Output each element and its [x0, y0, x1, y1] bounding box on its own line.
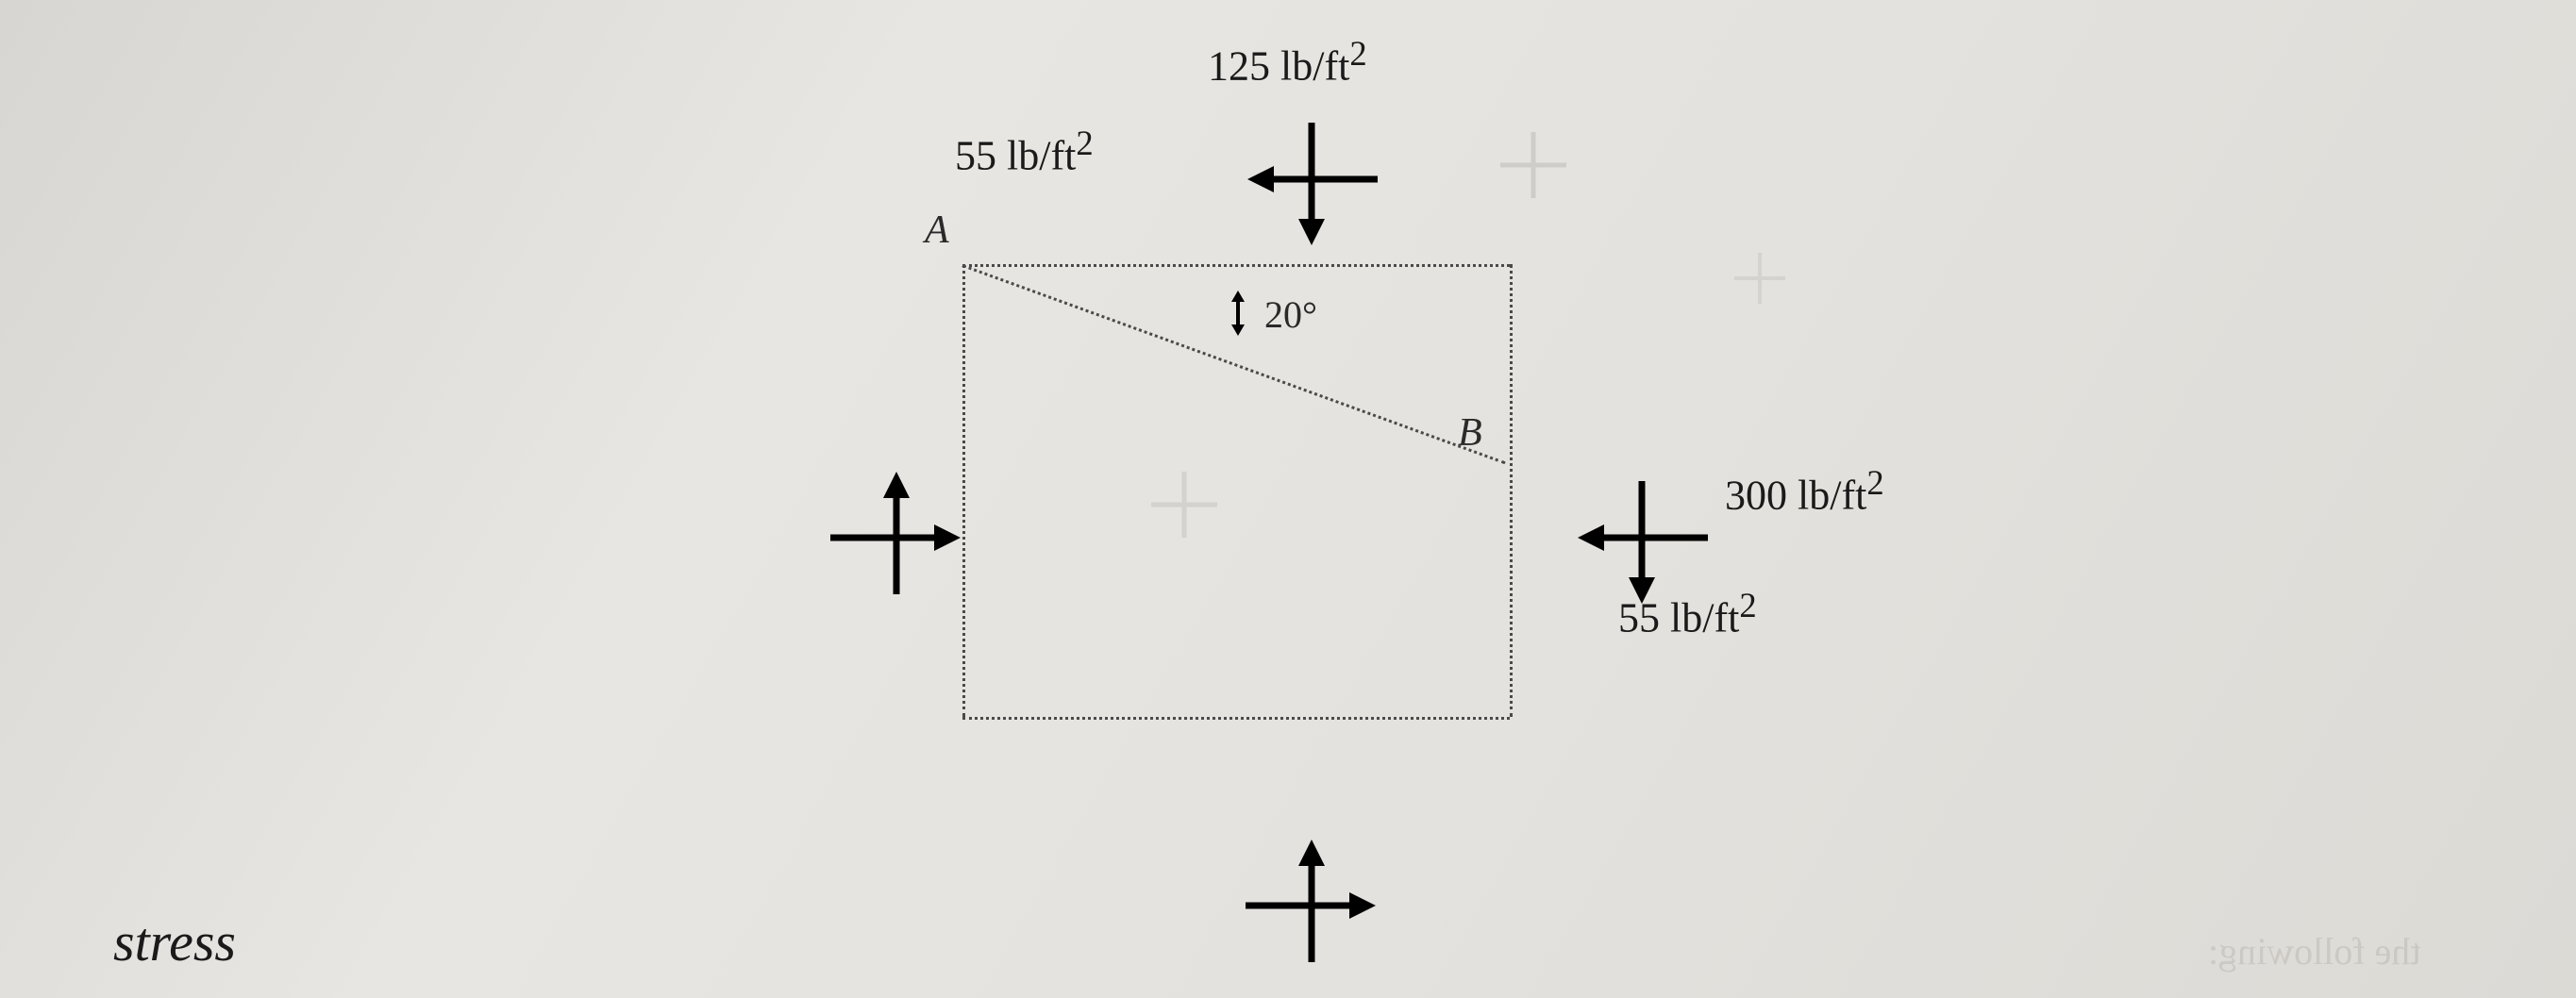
top-normal-sup: 2 [1349, 34, 1366, 73]
right-arrow-cross-icon [1566, 462, 1717, 613]
stress-element-diagram: A B 20° [962, 264, 1670, 792]
top-arrow-cross-icon [1236, 104, 1387, 255]
top-normal-value: 125 lb/ft [1208, 43, 1349, 90]
right-normal-value: 300 lb/ft [1725, 473, 1866, 519]
square-right-edge [1510, 264, 1513, 717]
bottom-arrow-cross-icon [1236, 830, 1387, 981]
square-bottom-edge [962, 717, 1510, 720]
point-a-label: A [925, 208, 949, 253]
right-normal-sup: 2 [1866, 463, 1883, 502]
top-shear-stress-label: 55 lb/ft2 [955, 123, 1094, 180]
right-shear-sup: 2 [1739, 586, 1756, 624]
square-top-edge [962, 264, 1510, 267]
handwritten-note: stress [113, 910, 236, 973]
point-b-label: B [1458, 410, 1482, 456]
top-shear-sup: 2 [1076, 124, 1093, 162]
angle-indicator-icon [1222, 291, 1254, 341]
angle-label: 20° [1264, 292, 1317, 337]
top-shear-value: 55 lb/ft [955, 133, 1076, 179]
faint-cross-3-icon [1727, 245, 1793, 311]
faint-cross-2-icon [1142, 462, 1227, 547]
top-normal-stress-label: 125 lb/ft2 [1208, 33, 1367, 91]
faint-cross-1-icon [1491, 123, 1576, 208]
faded-bleed-text: the following: [2208, 929, 2421, 973]
left-arrow-cross-icon [821, 462, 972, 613]
right-normal-stress-label: 300 lb/ft2 [1725, 462, 1884, 520]
